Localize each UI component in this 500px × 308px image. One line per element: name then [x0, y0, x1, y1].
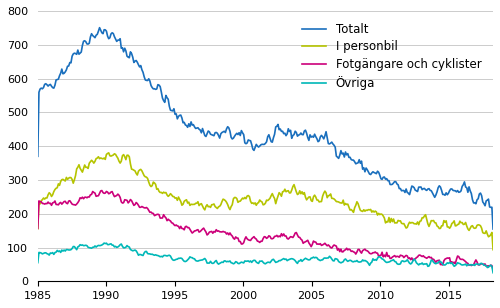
Line: Övriga: Övriga	[38, 243, 493, 273]
Line: I personbil: I personbil	[38, 153, 493, 250]
Totalt	[173, 112, 179, 116]
Övriga	[128, 248, 134, 252]
Fotgängare och cyklister	[56, 201, 62, 205]
I personbil	[128, 167, 134, 171]
Övriga	[490, 271, 496, 274]
Fotgängare och cyklister	[35, 226, 41, 230]
Övriga	[101, 241, 107, 245]
I personbil	[173, 196, 179, 200]
Totalt	[490, 227, 496, 231]
I personbil	[454, 224, 460, 228]
Fotgängare och cyklister	[128, 199, 134, 203]
Totalt	[454, 190, 460, 194]
Fotgängare och cyklister	[173, 223, 179, 227]
Övriga	[395, 262, 401, 266]
Totalt	[56, 74, 62, 78]
Line: Fotgängare och cyklister: Fotgängare och cyklister	[38, 191, 493, 270]
Legend: Totalt, I personbil, Fotgängare och cyklister, Övriga: Totalt, I personbil, Fotgängare och cykl…	[296, 17, 487, 96]
Totalt	[96, 26, 102, 30]
Övriga	[35, 261, 41, 265]
Övriga	[173, 257, 179, 261]
I personbil	[45, 193, 51, 197]
Fotgängare och cyklister	[395, 255, 401, 258]
Övriga	[45, 252, 51, 256]
I personbil	[395, 219, 401, 222]
Fotgängare och cyklister	[490, 268, 496, 271]
Övriga	[56, 249, 62, 253]
Fotgängare och cyklister	[99, 189, 105, 192]
Övriga	[454, 262, 460, 266]
I personbil	[35, 227, 41, 231]
I personbil	[56, 184, 62, 187]
Fotgängare och cyklister	[454, 257, 460, 261]
Line: Totalt: Totalt	[38, 28, 493, 229]
I personbil	[106, 151, 112, 155]
Totalt	[395, 183, 401, 187]
Fotgängare och cyklister	[45, 200, 51, 204]
Totalt	[35, 154, 41, 158]
Totalt	[45, 84, 51, 88]
I personbil	[490, 248, 496, 252]
Totalt	[128, 52, 134, 55]
